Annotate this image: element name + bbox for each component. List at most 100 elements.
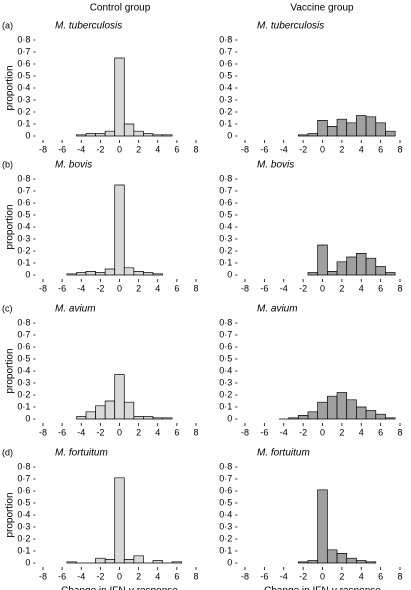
x-tick-label: -4 xyxy=(77,571,85,581)
y-tick-label: 0·1 xyxy=(219,401,232,411)
x-tick-label: -2 xyxy=(96,144,104,154)
bar xyxy=(336,118,348,137)
y-tick-label: 0·2 xyxy=(17,533,30,543)
bar xyxy=(297,561,309,564)
bar xyxy=(346,122,357,137)
x-tick-label: -2 xyxy=(96,427,104,437)
x-tick-label: -8 xyxy=(39,571,47,581)
x-tick-label: -6 xyxy=(58,283,66,293)
bar xyxy=(133,271,144,276)
bar xyxy=(346,256,357,276)
x-tick-label: -2 xyxy=(299,144,307,154)
bar xyxy=(326,395,338,420)
bar xyxy=(152,273,163,276)
bar xyxy=(152,417,163,420)
bar xyxy=(317,244,328,276)
bar xyxy=(297,134,309,137)
y-tick-label: 0·8 xyxy=(17,461,30,471)
bar xyxy=(143,272,154,276)
x-tick-label: -4 xyxy=(77,427,85,437)
bar xyxy=(85,133,96,137)
chart-title: M. fortuitum xyxy=(55,448,108,459)
y-tick-label: 0·5 xyxy=(219,70,232,80)
y-tick-label: 0·2 xyxy=(219,245,232,255)
bar xyxy=(307,560,319,564)
x-tick-label: 2 xyxy=(136,144,141,154)
x-tick-label: -6 xyxy=(260,144,268,154)
bar xyxy=(326,126,338,137)
x-tick-label: 0 xyxy=(117,144,122,154)
y-axis-label: proportion xyxy=(5,492,16,537)
bar xyxy=(123,559,135,564)
x-tick-label: -8 xyxy=(241,571,249,581)
x-tick-label: 6 xyxy=(378,427,383,437)
x-tick-label: -4 xyxy=(77,144,85,154)
bar xyxy=(346,557,357,564)
y-tick-label: 0·7 xyxy=(219,185,232,195)
bar xyxy=(114,374,125,420)
bar xyxy=(66,273,77,276)
x-tick-label: 8 xyxy=(193,427,198,437)
x-tick-label: -4 xyxy=(77,283,85,293)
bar xyxy=(114,57,125,137)
x-tick-label: -4 xyxy=(280,144,288,154)
y-tick-label: 0·6 xyxy=(219,341,232,351)
y-tick-label: 0·7 xyxy=(17,46,30,56)
y-axis-label: proportion xyxy=(5,65,16,110)
y-tick-label: 0·3 xyxy=(219,233,232,243)
bar xyxy=(317,489,328,564)
bar xyxy=(143,133,154,137)
x-tick-label: 6 xyxy=(378,144,383,154)
y-tick-label: 0 xyxy=(25,413,30,423)
x-tick-label: 0 xyxy=(320,144,325,154)
panel-label: (d) xyxy=(2,447,13,457)
y-tick-label: 0·6 xyxy=(219,197,232,207)
x-tick-label: 2 xyxy=(136,571,141,581)
bar xyxy=(104,400,116,420)
bar xyxy=(76,272,87,276)
bar xyxy=(114,477,125,564)
x-tick-label: -4 xyxy=(280,283,288,293)
y-tick-label: 0·5 xyxy=(17,209,30,219)
bar xyxy=(114,184,125,276)
chart-title: M. avium xyxy=(257,304,298,315)
y-tick-label: 0·6 xyxy=(219,485,232,495)
y-tick-label: 0·3 xyxy=(219,94,232,104)
bar xyxy=(76,134,87,137)
y-tick-label: 0·3 xyxy=(17,94,30,104)
y-tick-label: 0·1 xyxy=(17,257,30,267)
y-tick-label: 0·7 xyxy=(17,329,30,339)
x-tick-label: 0 xyxy=(117,427,122,437)
x-tick-label: -2 xyxy=(299,283,307,293)
y-tick-label: 0·4 xyxy=(17,365,30,375)
bar xyxy=(307,272,319,276)
y-tick-label: 0 xyxy=(25,557,30,567)
y-tick-label: 0·2 xyxy=(17,106,30,116)
x-tick-label: 2 xyxy=(339,283,344,293)
y-tick-label: 0·8 xyxy=(219,173,232,183)
bar xyxy=(152,134,163,137)
y-tick-label: 0·3 xyxy=(17,233,30,243)
y-tick-label: 0·1 xyxy=(219,118,232,128)
bar xyxy=(95,133,106,137)
bar xyxy=(85,271,96,276)
y-tick-label: 0 xyxy=(227,413,232,423)
chart-title: M. tuberculosis xyxy=(55,21,122,32)
y-axis-label: proportion xyxy=(5,204,16,249)
x-tick-label: 4 xyxy=(155,144,160,154)
x-tick-label: 2 xyxy=(136,427,141,437)
bar xyxy=(162,134,173,137)
chart-title: M. bovis xyxy=(257,160,294,171)
x-tick-label: -6 xyxy=(58,144,66,154)
y-tick-label: 0·4 xyxy=(219,365,232,375)
bar xyxy=(85,411,96,420)
x-tick-label: 8 xyxy=(193,144,198,154)
y-tick-label: 0 xyxy=(227,269,232,279)
chart-title: M. avium xyxy=(55,304,96,315)
bar xyxy=(317,120,328,137)
y-tick-label: 0·6 xyxy=(17,341,30,351)
y-tick-label: 0·7 xyxy=(219,46,232,56)
x-tick-label: 0 xyxy=(117,283,122,293)
bar xyxy=(133,416,144,420)
bar xyxy=(104,130,116,137)
